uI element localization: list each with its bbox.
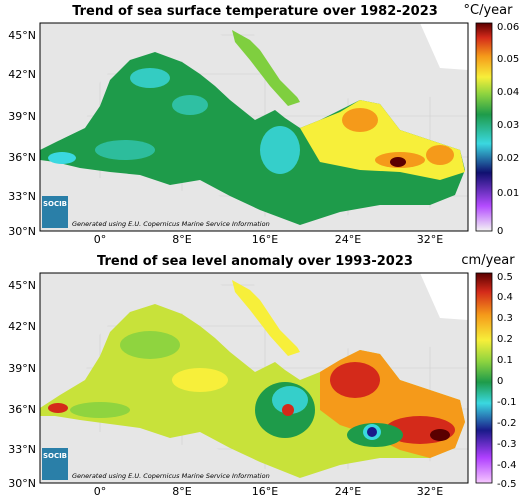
colorbar-tick: 0.04 <box>497 87 519 98</box>
colorbar-tick: 0 <box>497 226 503 237</box>
lat-tick: 30°N <box>8 225 36 238</box>
lat-tick: 33°N <box>8 190 36 203</box>
colorbar-tick: 0.03 <box>497 120 519 131</box>
credit-text: Generated using E.U. Copernicus Marine S… <box>72 220 270 228</box>
colorbar-tick: -0.4 <box>497 460 517 471</box>
sea-surface-field <box>40 23 468 231</box>
sla-trend-panel: Trend of sea level anomaly over 1993-202… <box>0 250 526 500</box>
lon-tick: 24°E <box>335 233 361 246</box>
colorbar-tick: 0.1 <box>497 355 513 366</box>
lat-tick: 39°N <box>8 110 36 123</box>
lat-tick: 36°N <box>8 403 36 416</box>
lon-tick: 16°E <box>252 233 278 246</box>
colorbar-unit: cm/year <box>461 253 515 268</box>
colorbar-tick: -0.5 <box>497 479 517 490</box>
lat-tick: 42°N <box>8 68 36 81</box>
lon-tick: 0° <box>94 233 107 246</box>
colorbar-tick: 0.01 <box>497 188 519 199</box>
sst-trend-panel: Trend of sea surface temperature over 19… <box>0 0 526 250</box>
colorbar-tick: -0.1 <box>497 397 517 408</box>
lon-tick: 0° <box>94 485 107 498</box>
colorbar-tick: -0.2 <box>497 418 517 429</box>
lon-tick: 24°E <box>335 485 361 498</box>
colorbar-tick: 0.2 <box>497 334 513 345</box>
colorbar-tick: 0.06 <box>497 22 519 33</box>
credit-text: Generated using E.U. Copernicus Marine S… <box>72 472 270 480</box>
colorbar-tick: 0.4 <box>497 292 513 303</box>
sea-level-field <box>40 273 468 483</box>
sla-map: Trend of sea level anomaly over 1993-202… <box>8 253 517 498</box>
lon-tick: 32°E <box>417 233 443 246</box>
colorbar-tick: 0.3 <box>497 313 513 324</box>
socib-logo-text: SOCIB <box>43 200 67 208</box>
colorbar-tick: 0.5 <box>497 272 513 283</box>
lat-tick: 45°N <box>8 279 36 292</box>
lon-tick: 16°E <box>252 485 278 498</box>
lat-tick: 30°N <box>8 477 36 490</box>
lon-tick: 8°E <box>172 485 191 498</box>
colorbar <box>475 22 493 232</box>
colorbar-tick: 0.05 <box>497 54 519 65</box>
colorbar-tick: -0.3 <box>497 439 517 450</box>
lat-tick: 39°N <box>8 362 36 375</box>
colorbar-unit: °C/year <box>464 3 514 18</box>
colorbar-tick: 0 <box>497 376 503 387</box>
panel-title: Trend of sea surface temperature over 19… <box>72 4 438 19</box>
lon-tick: 32°E <box>417 485 443 498</box>
lat-tick: 33°N <box>8 443 36 456</box>
socib-logo <box>42 196 68 228</box>
panel-title: Trend of sea level anomaly over 1993-202… <box>97 254 413 269</box>
lat-tick: 36°N <box>8 151 36 164</box>
socib-logo-text: SOCIB <box>43 452 67 460</box>
socib-logo <box>42 448 68 480</box>
colorbar <box>475 272 493 484</box>
lat-tick: 42°N <box>8 320 36 333</box>
lon-tick: 8°E <box>172 233 191 246</box>
colorbar-tick: 0.02 <box>497 153 519 164</box>
sst-map: Trend of sea surface temperature over 19… <box>8 3 519 246</box>
lat-tick: 45°N <box>8 29 36 42</box>
